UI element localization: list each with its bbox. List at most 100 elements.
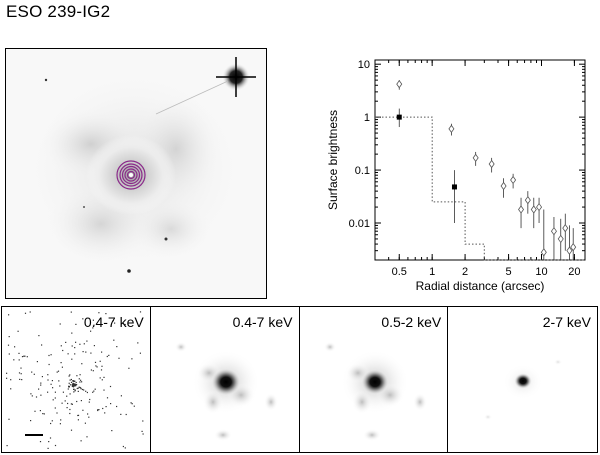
photon-event: [10, 388, 12, 390]
photon-event: [137, 342, 139, 344]
photon-event: [14, 346, 16, 348]
photon-event: [70, 429, 73, 431]
photon-event: [94, 361, 97, 363]
photon-event: [111, 430, 113, 432]
photon-event: [52, 387, 54, 389]
photon-event: [35, 396, 38, 398]
data-point-open: [562, 223, 569, 233]
photon-event: [54, 391, 56, 393]
y-tick-label: 0.1: [355, 165, 370, 177]
photon-event: [52, 399, 54, 401]
panel-hard: 2-7 keV: [448, 307, 597, 452]
photon-event: [8, 353, 10, 355]
photon-event: [102, 407, 104, 410]
photon-event: [24, 355, 26, 357]
photon-event: [43, 413, 45, 415]
photon-event: [64, 400, 66, 402]
photon-event: [83, 343, 85, 345]
photon-event: [30, 420, 32, 422]
photon-event: [54, 407, 56, 409]
photon-event: [84, 422, 86, 424]
band-label: 0.5-2 keV: [381, 314, 442, 330]
data-point-filled: [451, 184, 457, 190]
photon-event: [98, 312, 100, 314]
soft-band-image: [323, 342, 427, 441]
photon-event: [20, 373, 22, 375]
photon-event: [51, 420, 53, 422]
xray-panels: 0.4-7 keV 0.4-7 keV: [1, 306, 598, 453]
photon-event: [26, 356, 28, 358]
photon-event: [93, 324, 95, 326]
photon-event: [80, 388, 82, 390]
photon-event: [77, 414, 79, 417]
photon-event: [85, 351, 87, 353]
data-point-open: [518, 205, 525, 214]
y-tick-label: 10: [358, 59, 370, 71]
photon-event: [142, 420, 144, 422]
photon-event: [124, 323, 126, 326]
photon-event: [21, 379, 23, 381]
photon-event: [76, 384, 78, 386]
photon-event: [70, 381, 73, 383]
photon-event: [101, 379, 103, 381]
photon-event: [73, 388, 75, 390]
photon-event: [130, 402, 132, 404]
photon-event: [20, 367, 22, 369]
figure-title: ESO 239-IG2: [6, 2, 111, 21]
photon-event: [142, 433, 144, 435]
photon-event: [8, 314, 10, 316]
photon-event: [120, 395, 122, 397]
photon-event: [118, 357, 120, 359]
photon-event: [65, 341, 67, 343]
photon-event: [19, 378, 21, 380]
x-tick-label: 20: [568, 266, 580, 278]
photon-event: [75, 385, 77, 387]
photon-event: [61, 402, 63, 404]
photon-event: [50, 354, 52, 356]
photon-event: [77, 390, 79, 392]
photon-event: [48, 441, 50, 443]
hard-band-image: [484, 359, 563, 420]
photon-event: [71, 385, 73, 387]
band-label: 0.4-7 keV: [232, 314, 293, 330]
photon-event: [49, 437, 52, 439]
photon-event: [57, 370, 60, 372]
photon-event: [92, 370, 94, 372]
photon-event: [114, 322, 116, 324]
photon-event: [106, 355, 108, 358]
photon-event: [70, 311, 72, 313]
x-tick-label: 5: [506, 266, 512, 278]
photon-event: [74, 390, 76, 392]
photon-event: [40, 382, 42, 384]
photon-event: [79, 374, 81, 376]
photon-event: [74, 353, 76, 355]
photon-event: [69, 393, 71, 395]
photon-event: [38, 335, 40, 337]
photon-event: [47, 447, 49, 449]
photon-event: [18, 359, 20, 361]
photon-event: [62, 349, 64, 352]
photon-event: [71, 332, 73, 334]
photon-event: [124, 447, 126, 449]
photon-event: [40, 394, 42, 396]
data-point-open: [530, 205, 537, 214]
x-tick-label: 1: [429, 266, 435, 278]
x-axis-label: Radial distance (arcsec): [416, 279, 545, 293]
photon-event: [47, 379, 49, 381]
photon-event: [67, 353, 69, 355]
photon-event: [96, 366, 98, 368]
photon-event: [34, 410, 36, 412]
photon-event: [69, 384, 71, 386]
photon-event: [92, 319, 94, 321]
photon-event: [133, 405, 135, 407]
y-tick-label: 1: [364, 112, 370, 124]
photon-event: [6, 445, 8, 447]
photon-event: [103, 389, 105, 391]
photon-event: [59, 323, 61, 325]
data-point-open: [488, 159, 495, 169]
photon-event: [108, 354, 110, 356]
photon-event: [82, 351, 84, 353]
data-point-open: [472, 153, 479, 163]
photon-event: [67, 402, 69, 405]
data-point-open: [524, 195, 531, 205]
